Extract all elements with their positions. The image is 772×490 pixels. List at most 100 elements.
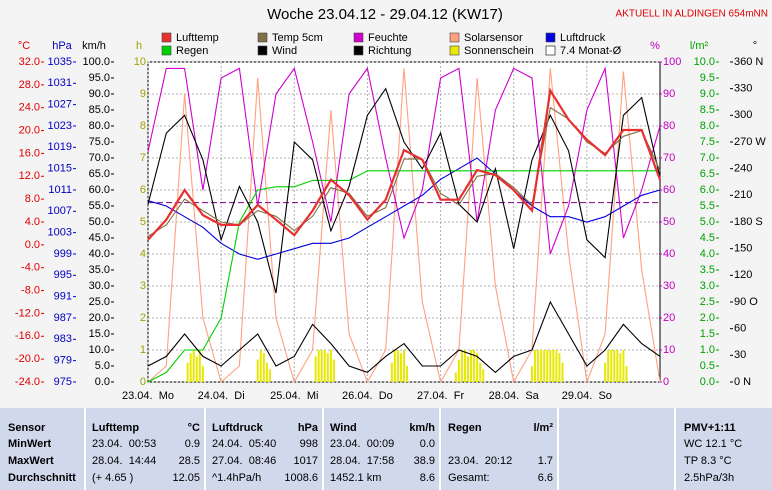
y-tick-label: 4.5 <box>700 232 715 244</box>
legend-label: Temp 5cm <box>272 32 323 44</box>
bar <box>268 369 271 382</box>
table-cell: °C <box>188 422 200 434</box>
axis-title: h <box>136 40 142 52</box>
table-cell: 1452.1 km <box>330 472 381 484</box>
legend-label: Wind <box>272 45 297 57</box>
bar <box>537 350 540 382</box>
table-cell: 1.7 <box>538 455 553 467</box>
y-tick-label: 60 <box>734 323 746 335</box>
bar <box>549 350 552 382</box>
table-cell: 24.04. 05:40 <box>212 438 276 450</box>
table-cell: TP 8.3 °C <box>684 455 732 467</box>
y-tick-label: 6.0 <box>700 184 715 196</box>
table-row-label: MaxWert <box>8 455 54 467</box>
bar <box>613 350 616 382</box>
y-tick-label: 30 <box>734 349 746 361</box>
y-tick-label: -24.0 <box>15 376 40 388</box>
bar <box>470 350 473 382</box>
series-line <box>147 87 662 241</box>
series-line <box>147 87 661 294</box>
axis-title: ° <box>753 40 757 52</box>
y-tick-label: 1007 <box>48 205 72 217</box>
y-tick-label: 1023 <box>48 120 72 132</box>
y-tick-label: 240 <box>734 163 752 175</box>
y-tick-label: 4.0 <box>700 248 715 260</box>
y-tick-label: 0.0 <box>700 376 715 388</box>
y-tick-label: 0 <box>663 376 669 388</box>
bar <box>552 350 555 382</box>
bar <box>622 350 625 382</box>
y-tick-label: 5 <box>140 216 146 228</box>
y-tick-label: 9.0 <box>700 88 715 100</box>
y-tick-label: 60.0 <box>89 184 110 196</box>
y-tick-label: 995 <box>54 269 72 281</box>
bar <box>399 353 402 382</box>
table-cell: l/m² <box>533 422 553 434</box>
legend-label: Luftdruck <box>560 32 606 44</box>
table-cell: Wind <box>330 422 357 434</box>
bar <box>256 359 259 382</box>
y-tick-label: 25.0 <box>89 296 110 308</box>
y-tick-label: 70 <box>663 152 675 164</box>
table-cell: 27.04. 08:46 <box>212 455 276 467</box>
x-tick-label: 27.04. Fr <box>417 390 464 402</box>
y-tick-label: 5.0 <box>700 216 715 228</box>
y-tick-label: 10 <box>663 344 675 356</box>
bar <box>558 353 561 382</box>
bar <box>403 350 405 382</box>
table-background <box>0 408 772 490</box>
y-tick-label: 50 <box>663 216 675 228</box>
bar <box>314 356 317 382</box>
table-cell: 6.6 <box>538 472 553 484</box>
y-tick-label: 10 <box>134 56 146 68</box>
y-tick-label: 30.0 <box>89 280 110 292</box>
axis-title: % <box>650 40 660 52</box>
y-tick-label: 270 W <box>734 136 766 148</box>
bar <box>463 350 466 382</box>
y-tick-label: 30 <box>663 280 675 292</box>
y-tick-label: 2 <box>140 312 146 324</box>
y-tick-label: 35.0 <box>89 264 110 276</box>
bar <box>607 350 610 382</box>
y-tick-label: 991 <box>54 291 72 303</box>
y-tick-label: 7.0 <box>700 152 715 164</box>
y-tick-label: 32.0 <box>19 56 40 68</box>
y-tick-label: 330 <box>734 83 752 95</box>
y-tick-label: 3 <box>140 280 146 292</box>
y-tick-label: 7.5 <box>700 136 715 148</box>
y-tick-label: 55.0 <box>89 200 110 212</box>
y-tick-label: 0 N <box>734 376 751 388</box>
legend-label: Feuchte <box>368 32 408 44</box>
y-tick-label: 3.5 <box>700 264 715 276</box>
table-cell: 28.5 <box>179 455 200 467</box>
axis-title: °C <box>18 40 30 52</box>
legend-swatch <box>257 32 268 43</box>
y-tick-label: 16.0 <box>19 147 40 159</box>
series-line <box>147 300 661 374</box>
bar <box>616 350 619 382</box>
bar <box>619 353 622 382</box>
bar <box>479 362 482 382</box>
legend-swatch <box>353 32 364 43</box>
y-tick-label: -8.0 <box>21 284 40 296</box>
legend-swatch <box>545 45 556 56</box>
legend-swatch <box>161 45 172 56</box>
table-cell: 23.04. 20:12 <box>448 455 512 467</box>
bar <box>198 350 201 382</box>
bar <box>476 353 479 382</box>
y-tick-label: 4.0 <box>25 216 40 228</box>
table-cell: Lufttemp <box>92 422 139 434</box>
y-tick-label: 0.0 <box>25 239 40 251</box>
table-cell: 28.04. 14:44 <box>92 455 156 467</box>
legend-label: Sonnenschein <box>464 45 534 57</box>
table-cell: 998 <box>300 438 318 450</box>
bar <box>396 350 399 382</box>
table-cell: ^1.4hPa/h <box>212 472 261 484</box>
table-cell: PMV+1:11 <box>684 422 736 434</box>
y-tick-label: 2.0 <box>700 312 715 324</box>
y-tick-label: -16.0 <box>15 330 40 342</box>
table-cell: 1008.6 <box>284 472 318 484</box>
y-tick-label: 90 <box>663 88 675 100</box>
y-tick-label: 20.0 <box>19 124 40 136</box>
series-line <box>147 157 661 260</box>
